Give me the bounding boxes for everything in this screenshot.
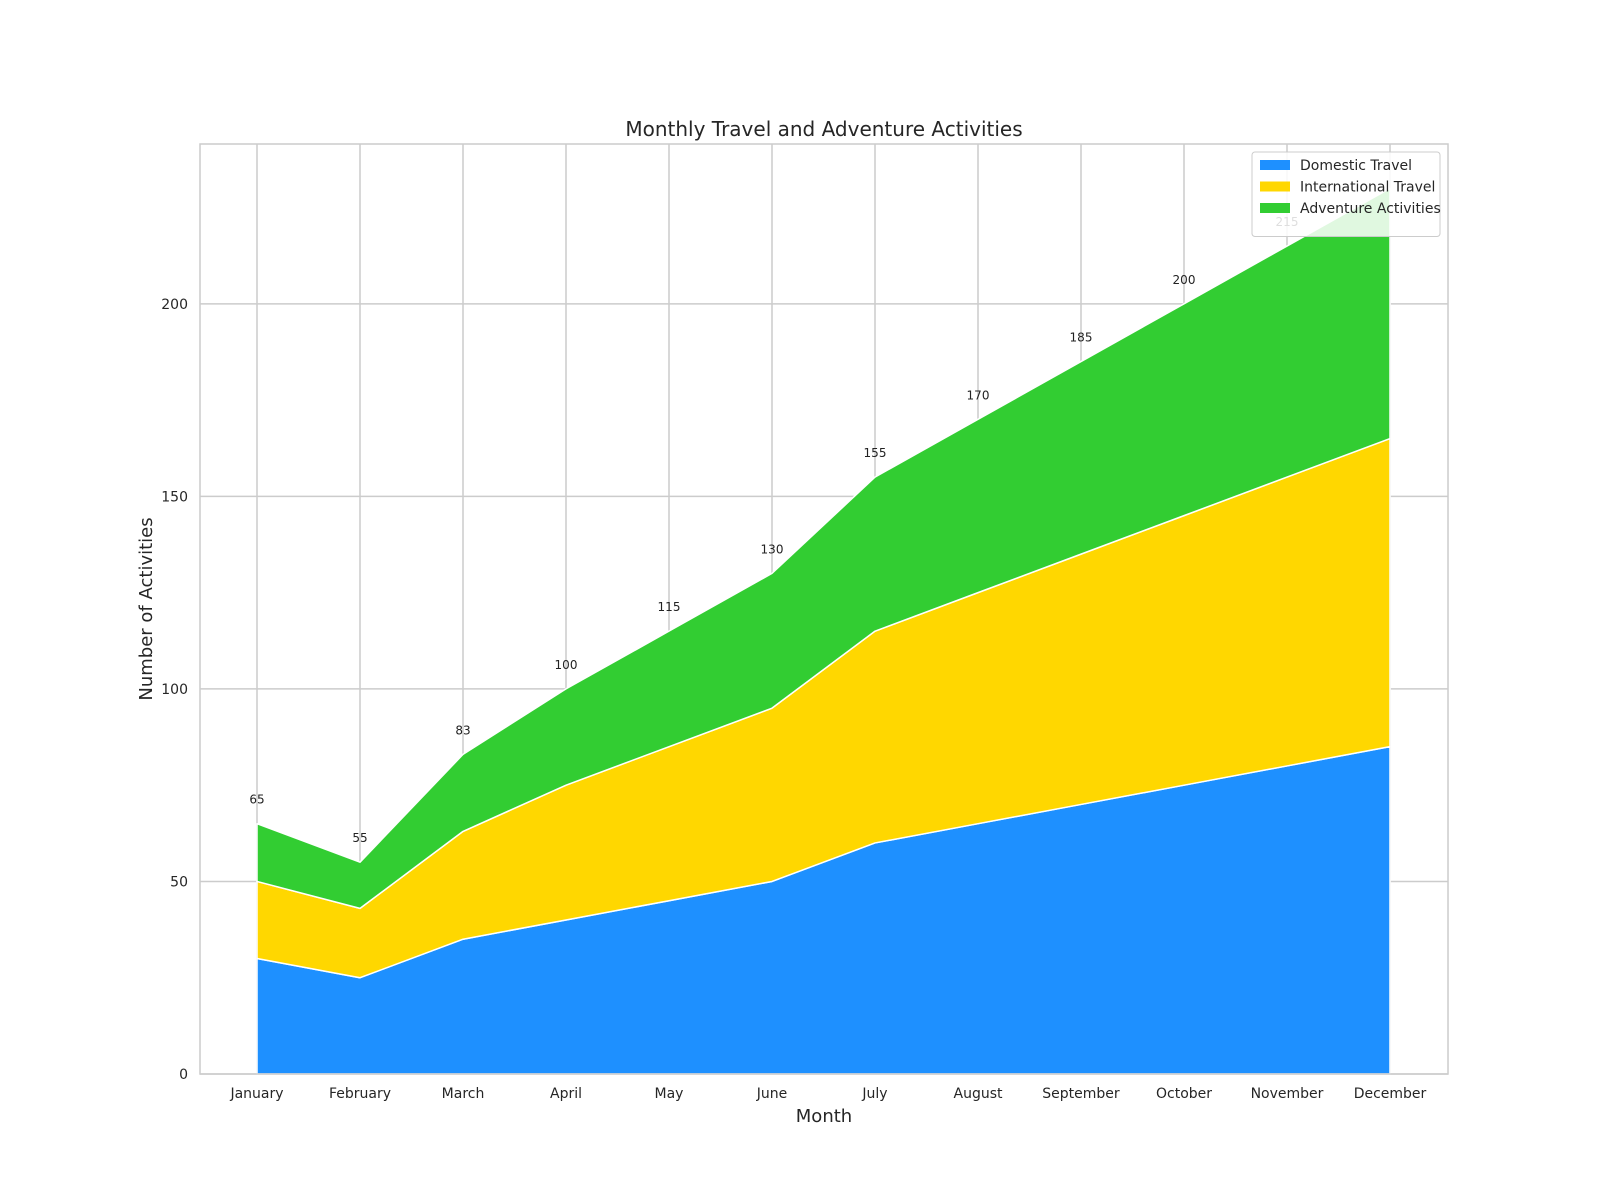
legend-swatch xyxy=(1260,160,1290,170)
x-tick-label: June xyxy=(756,1086,788,1102)
x-axis-ticks: January February March April May June July Augu… xyxy=(229,1086,1426,1102)
total-label: 55 xyxy=(352,831,367,845)
y-tick-label: 150 xyxy=(161,489,188,505)
legend-label: Domestic Travel xyxy=(1300,158,1412,174)
stacked-areas xyxy=(256,187,1391,1075)
x-tick-label: November xyxy=(1251,1086,1324,1102)
x-axis-label: Month xyxy=(796,1106,852,1127)
total-label: 100 xyxy=(555,658,578,672)
x-tick-label: January xyxy=(229,1086,283,1102)
legend-swatch xyxy=(1260,181,1290,192)
total-label: 130 xyxy=(761,542,784,556)
y-axis-label: Number of Activities xyxy=(136,517,157,700)
total-label: 65 xyxy=(249,793,264,807)
x-tick-label: April xyxy=(550,1086,582,1102)
total-label: 185 xyxy=(1070,331,1093,345)
legend-swatch xyxy=(1260,203,1290,213)
total-label: 115 xyxy=(658,600,681,614)
x-tick-label: May xyxy=(655,1086,684,1102)
legend-box xyxy=(1251,151,1441,237)
y-tick-label: 200 xyxy=(161,297,188,313)
total-label: 155 xyxy=(864,446,887,460)
x-tick-label: August xyxy=(954,1086,1004,1102)
x-tick-label: October xyxy=(1156,1086,1212,1102)
legend-label: Adventure Activities xyxy=(1300,201,1441,217)
y-tick-label: 0 xyxy=(179,1067,188,1083)
x-tick-label: February xyxy=(329,1086,391,1102)
y-tick-label: 100 xyxy=(161,682,188,698)
legend-label: International Travel xyxy=(1300,180,1435,196)
legend: Domestic Travel International Travel Adven… xyxy=(1251,151,1441,237)
total-labels: 655583100115130155170185200215 xyxy=(249,215,1298,845)
x-tick-label: March xyxy=(442,1086,485,1102)
x-tick-label: July xyxy=(861,1086,887,1102)
x-tick-label: September xyxy=(1042,1086,1120,1102)
y-tick-label: 50 xyxy=(170,874,188,890)
total-label: 83 xyxy=(455,723,470,737)
area-series-3 xyxy=(256,187,1391,910)
total-label: 170 xyxy=(967,388,990,402)
plot-frame xyxy=(199,143,1449,1075)
chart-title: Monthly Travel and Adventure Activities xyxy=(625,117,1022,141)
total-label: 200 xyxy=(1173,273,1196,287)
x-tick-label: December xyxy=(1354,1086,1427,1102)
y-axis-ticks: 0 50 100 150 200 xyxy=(161,297,188,1083)
